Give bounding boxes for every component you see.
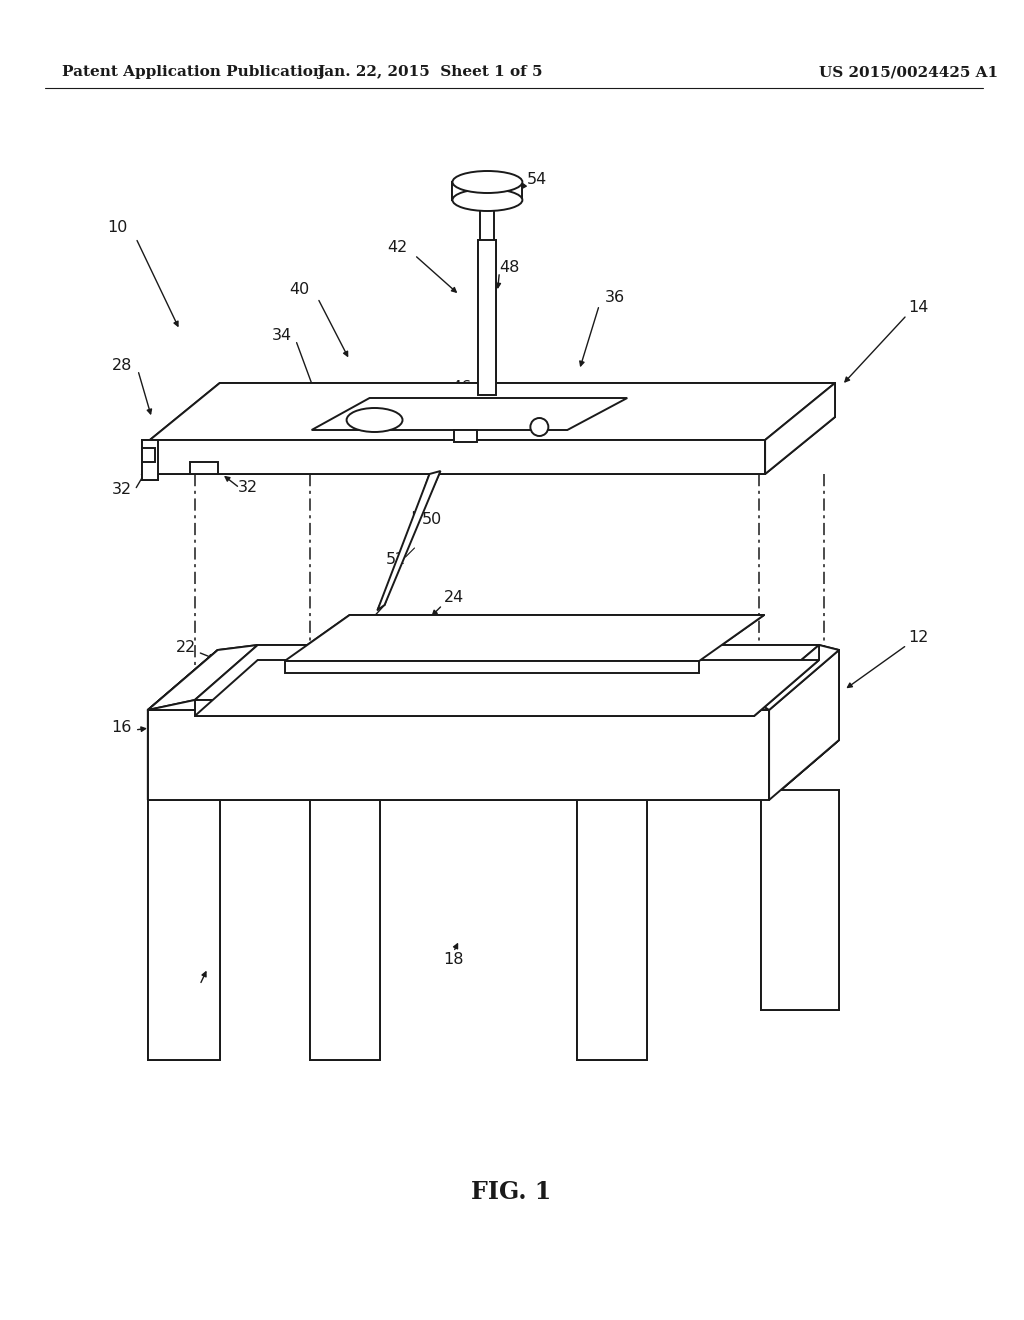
Text: 32: 32 (112, 483, 132, 498)
Polygon shape (147, 710, 769, 800)
Polygon shape (195, 700, 754, 715)
Polygon shape (195, 660, 819, 715)
Text: 54: 54 (527, 173, 548, 187)
Text: 24: 24 (444, 590, 465, 606)
Polygon shape (189, 462, 218, 474)
Text: 38: 38 (168, 433, 188, 447)
Text: 50: 50 (421, 512, 441, 528)
Text: 16: 16 (112, 721, 132, 735)
Text: 44: 44 (314, 414, 335, 429)
Polygon shape (147, 645, 258, 710)
Polygon shape (478, 240, 497, 395)
Text: 18: 18 (189, 986, 210, 1002)
Text: 52: 52 (385, 553, 406, 568)
Polygon shape (754, 645, 839, 710)
Polygon shape (765, 383, 835, 474)
Polygon shape (761, 789, 839, 1010)
Text: 20: 20 (641, 631, 662, 645)
Text: 28: 28 (544, 422, 564, 437)
Text: 32: 32 (238, 480, 258, 495)
Polygon shape (769, 649, 839, 800)
Polygon shape (142, 440, 158, 480)
Polygon shape (142, 447, 155, 462)
Text: Jan. 22, 2015  Sheet 1 of 5: Jan. 22, 2015 Sheet 1 of 5 (316, 65, 543, 79)
Text: 10: 10 (108, 220, 128, 235)
Polygon shape (285, 615, 764, 661)
Polygon shape (455, 430, 477, 442)
Polygon shape (147, 700, 769, 710)
Polygon shape (769, 649, 839, 800)
Text: 12: 12 (908, 631, 929, 645)
Text: 34: 34 (271, 327, 292, 342)
Text: 48: 48 (500, 260, 519, 276)
Ellipse shape (453, 189, 522, 211)
Text: 14: 14 (908, 301, 929, 315)
Text: 22: 22 (176, 640, 196, 656)
Polygon shape (769, 649, 839, 800)
Polygon shape (754, 645, 819, 715)
Polygon shape (309, 800, 380, 1060)
Polygon shape (150, 383, 835, 440)
Polygon shape (147, 800, 220, 1060)
Polygon shape (285, 661, 699, 673)
Polygon shape (578, 800, 647, 1060)
Polygon shape (150, 440, 765, 474)
Polygon shape (311, 399, 628, 430)
Polygon shape (147, 710, 769, 800)
Text: 36: 36 (605, 290, 626, 305)
Text: 22: 22 (365, 689, 385, 704)
Polygon shape (147, 649, 839, 710)
Polygon shape (378, 471, 440, 610)
Text: 28: 28 (112, 358, 132, 372)
Text: 30: 30 (208, 457, 227, 471)
Ellipse shape (453, 172, 522, 193)
Text: 46: 46 (452, 380, 472, 396)
Text: US 2015/0024425 A1: US 2015/0024425 A1 (819, 65, 998, 79)
Polygon shape (147, 710, 769, 800)
Polygon shape (453, 182, 522, 201)
Text: 18: 18 (443, 953, 464, 968)
Polygon shape (147, 649, 218, 800)
Text: 26: 26 (317, 688, 338, 702)
Text: 42: 42 (387, 240, 408, 256)
Text: 56: 56 (370, 403, 390, 417)
Text: FIG. 1: FIG. 1 (471, 1180, 552, 1204)
Text: Patent Application Publication: Patent Application Publication (61, 65, 324, 79)
Polygon shape (195, 645, 819, 700)
Circle shape (530, 418, 548, 436)
Text: 40: 40 (290, 282, 310, 297)
Ellipse shape (346, 408, 402, 432)
